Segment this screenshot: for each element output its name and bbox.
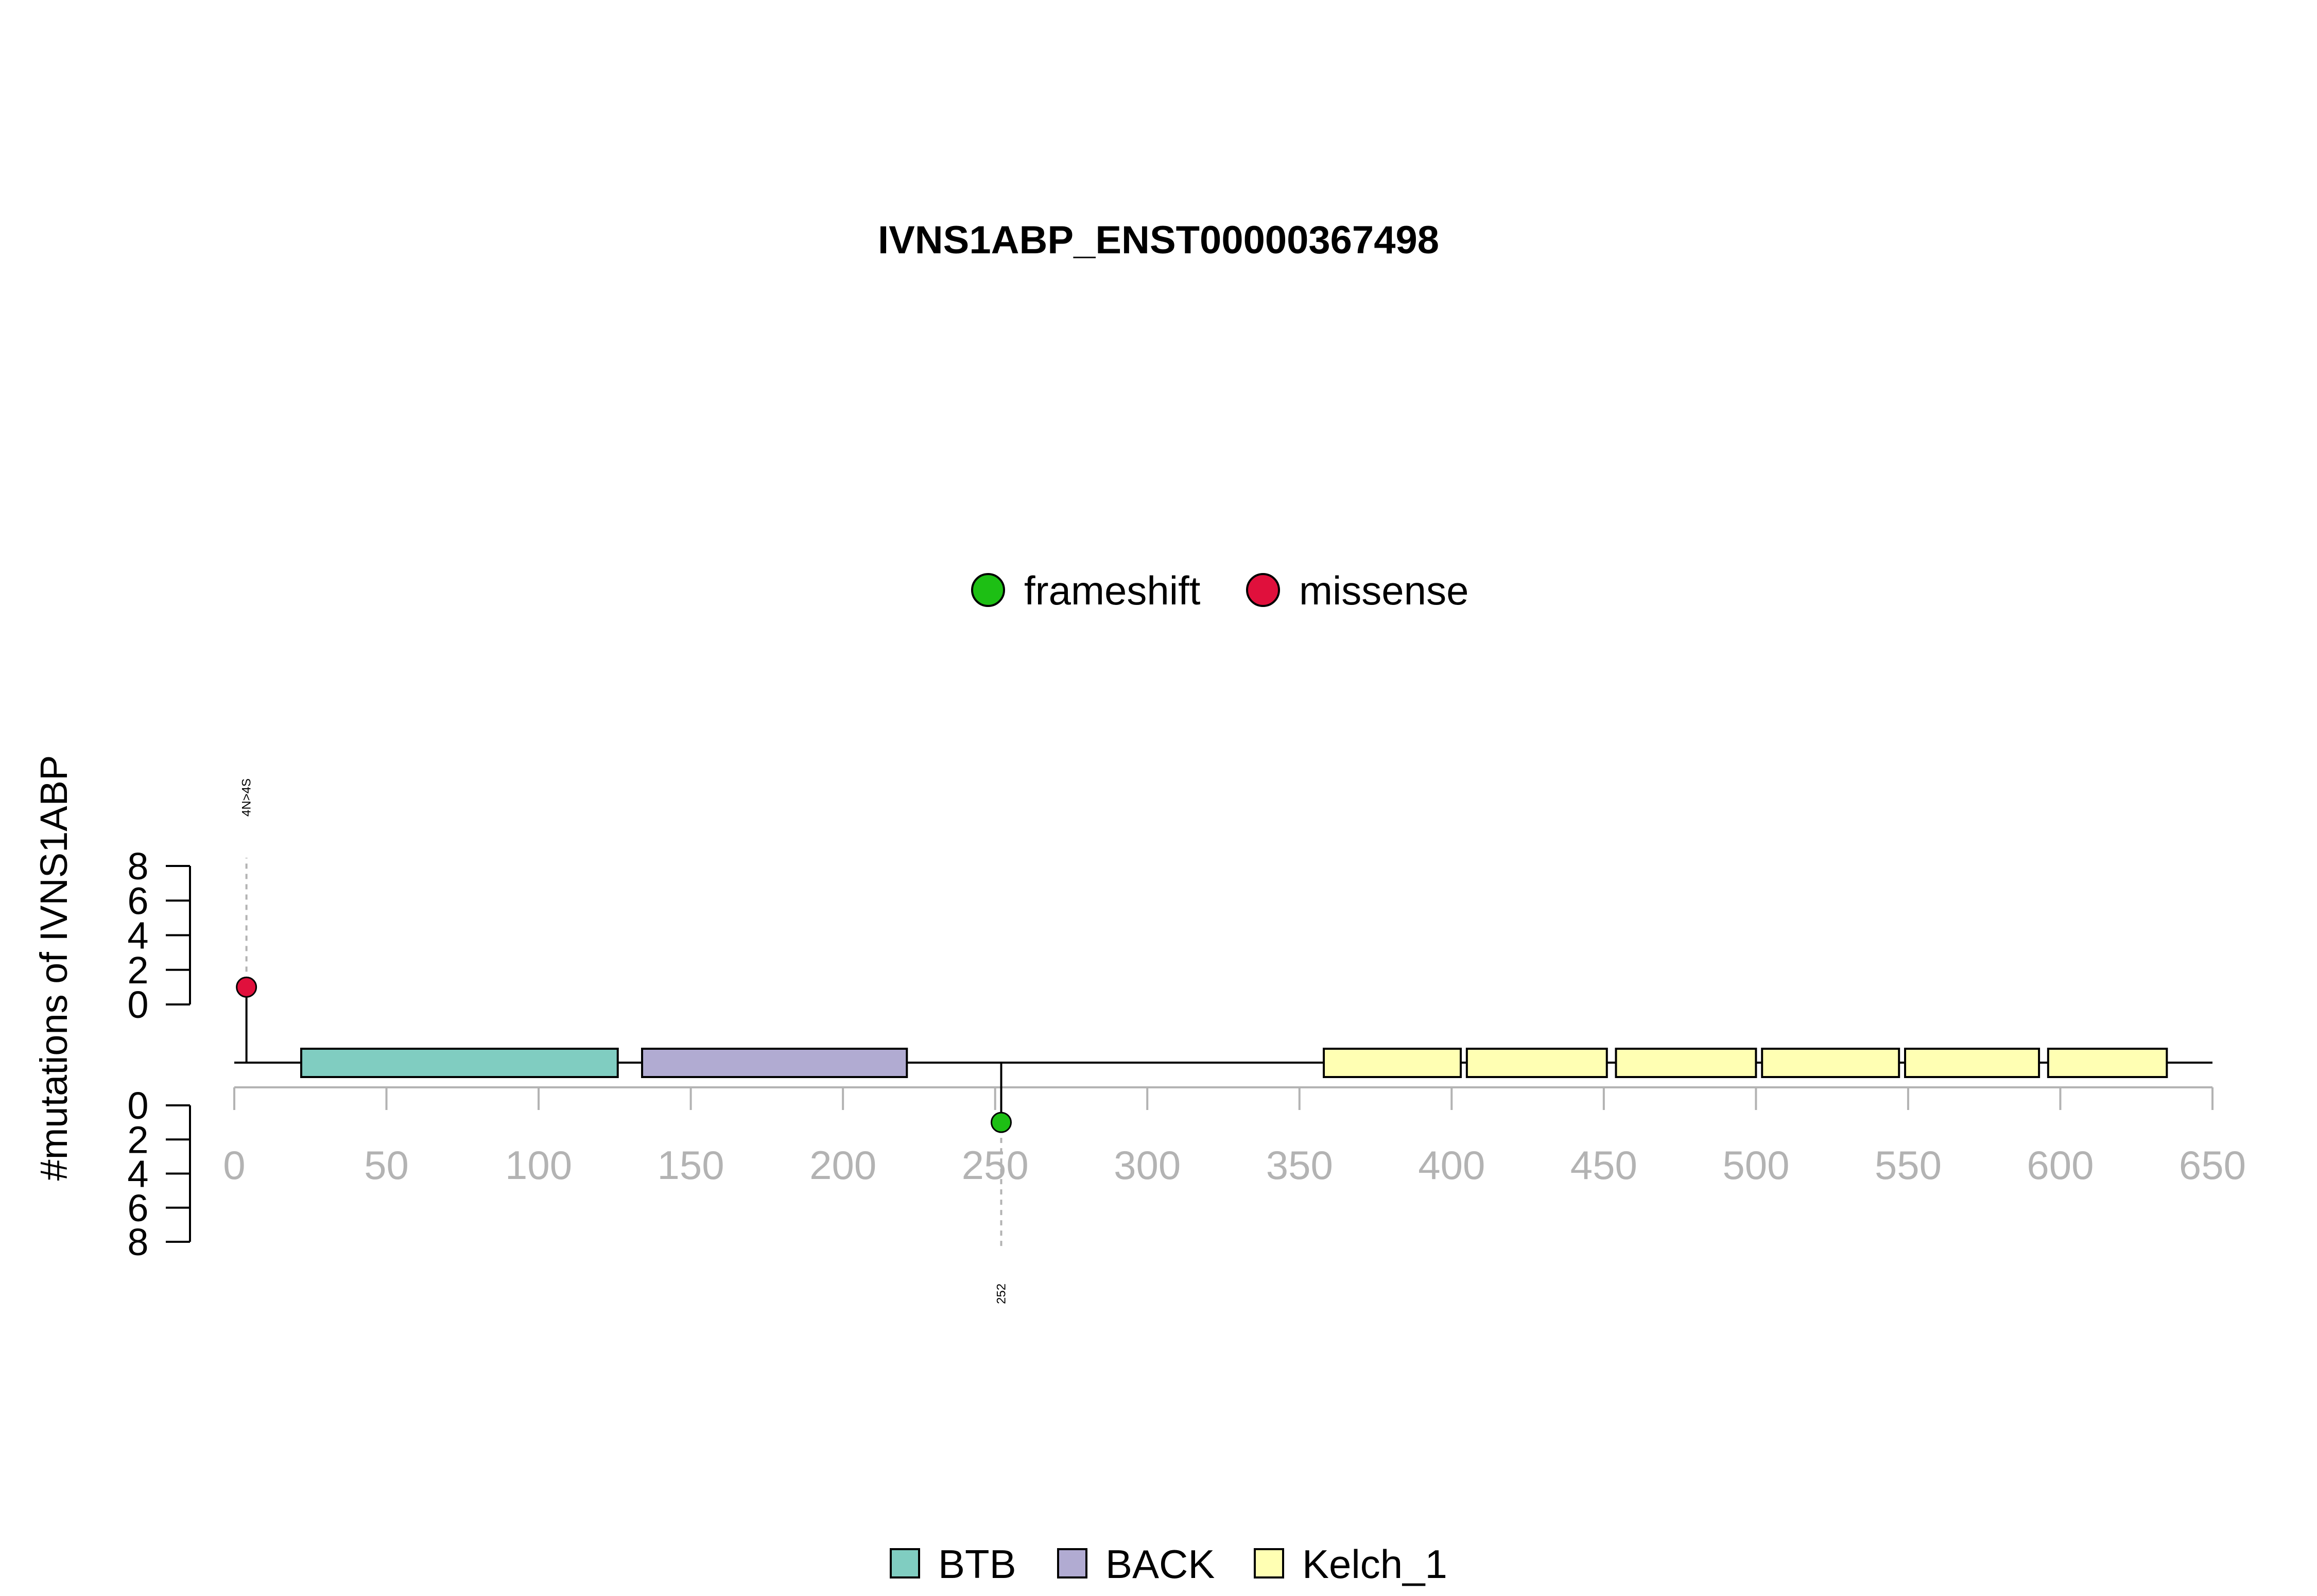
domain-kelch-1-4: [1465, 1048, 1608, 1078]
x-tick-label-600: 600: [2027, 1142, 2094, 1188]
y-top-tick-label-0: 0: [127, 983, 148, 1026]
domain-kelch-1-8: [2047, 1048, 2168, 1078]
mutation-lollipops: 4N>4S 252: [236, 778, 1012, 1304]
mutation-label-252: 252: [995, 1283, 1009, 1304]
y-bottom-tick-label-0: 0: [127, 1084, 148, 1127]
lollipop-head-4n-4s: [236, 976, 257, 998]
domain-legend-label-btb: BTB: [938, 1541, 1016, 1587]
domain-legend-swatch-btb: [890, 1548, 920, 1578]
x-tick-label-300: 300: [1114, 1142, 1181, 1188]
y-top-tick-label-4: 4: [127, 914, 148, 957]
mutation-legend: frameshift missense: [971, 568, 1468, 613]
x-tick-label-450: 450: [1570, 1142, 1637, 1188]
chart-title: IVNS1ABP_ENST00000367498: [878, 218, 1439, 262]
y-top-tick-label-6: 6: [127, 879, 148, 922]
x-tick-label-0: 0: [223, 1142, 245, 1188]
domain-legend-label-kelch-1: Kelch_1: [1302, 1541, 1447, 1587]
x-axis: 0 50 100 150 200 250 300 350 400 450 500 550 600 650: [223, 1086, 2246, 1188]
x-tick-label-50: 50: [364, 1142, 409, 1188]
x-tick-label-550: 550: [1875, 1142, 1942, 1188]
x-tick-label-100: 100: [505, 1142, 572, 1188]
protein-domains: [300, 1048, 2168, 1078]
legend-swatch-frameshift: [971, 573, 1005, 607]
domain-back-2: [641, 1048, 908, 1078]
domain-legend-label-back: BACK: [1105, 1541, 1215, 1587]
domain-btb-1: [300, 1048, 619, 1078]
y-top-tick-label-8: 8: [127, 845, 148, 888]
mutation-label-4n-4s: 4N>4S: [240, 778, 254, 817]
domain-kelch-1-3: [1323, 1048, 1462, 1078]
legend-swatch-missense: [1246, 573, 1280, 607]
x-tick-label-150: 150: [658, 1142, 724, 1188]
legend-label-frameshift: frameshift: [1024, 568, 1201, 613]
y-axis-label: #mutations of IVNS1ABP: [32, 755, 75, 1181]
x-tick-label-350: 350: [1266, 1142, 1333, 1188]
y-bottom-tick-label-6: 6: [127, 1187, 148, 1229]
x-tick-label-400: 400: [1418, 1142, 1485, 1188]
x-tick-label-200: 200: [809, 1142, 876, 1188]
domain-legend: BTB BACK Kelch_1: [890, 1541, 1447, 1587]
domain-kelch-1-7: [1904, 1048, 2041, 1078]
domain-kelch-1-6: [1761, 1048, 1900, 1078]
y-top-tick-label-2: 2: [127, 949, 148, 992]
x-tick-label-650: 650: [2179, 1142, 2246, 1188]
y-bottom-tick-label-8: 8: [127, 1221, 148, 1263]
lollipop-head-252: [991, 1112, 1012, 1133]
y-bottom-tick-label-4: 4: [127, 1153, 148, 1195]
y-bottom-tick-label-2: 2: [127, 1118, 148, 1161]
x-tick-label-250: 250: [962, 1142, 1029, 1188]
domain-legend-swatch-kelch-1: [1254, 1548, 1284, 1578]
domain-kelch-1-5: [1615, 1048, 1757, 1078]
x-tick-label-500: 500: [1722, 1142, 1789, 1188]
domain-legend-swatch-back: [1057, 1548, 1087, 1578]
legend-label-missense: missense: [1299, 568, 1468, 613]
